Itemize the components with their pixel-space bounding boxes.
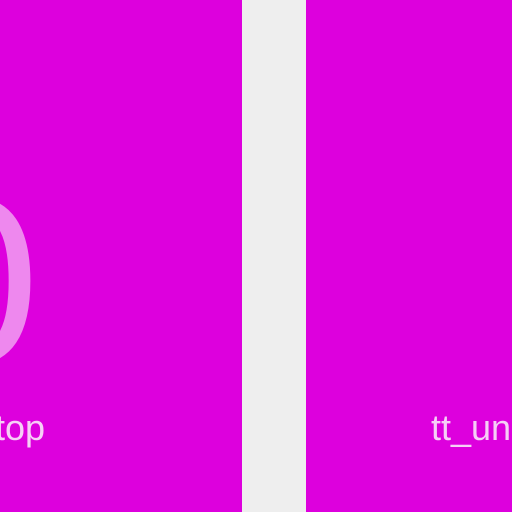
card-top[interactable]: 0 top [0,0,242,512]
card-number-glyph: 0 [0,175,45,395]
card-number-glyph: 1 [496,175,512,395]
card-tt-un[interactable]: 1 tt_un [306,0,512,512]
card-caption: tt_un [431,407,512,448]
card-caption: top [0,407,46,448]
